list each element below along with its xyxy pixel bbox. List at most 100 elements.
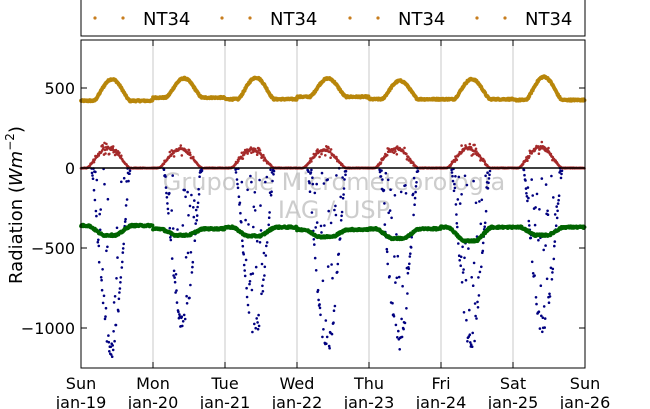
series-2-point [128, 172, 131, 175]
series-1-point [530, 152, 533, 155]
series-1-point [537, 152, 541, 155]
series-2-point [339, 219, 343, 222]
series-2-point [167, 212, 170, 215]
series-1-point [483, 160, 487, 163]
series-1-point [460, 144, 463, 147]
series-1-point [172, 155, 176, 158]
series-2-point [190, 271, 194, 274]
series-2-point [124, 217, 127, 221]
series-2-point [559, 176, 563, 180]
series-2-point [553, 244, 556, 248]
x-tick-label-day: Mon [136, 374, 170, 393]
x-tick-label-day: Sat [500, 374, 526, 393]
series-2-point [188, 204, 192, 208]
series-2-point [538, 327, 542, 330]
series-2-point [116, 256, 119, 259]
series-2-point [551, 267, 555, 271]
series-2-point [334, 204, 337, 208]
series-2-point [384, 171, 388, 175]
series-2-point [311, 182, 315, 186]
series-2-point [530, 260, 534, 264]
series-2-point [256, 321, 259, 324]
series-2-point [540, 314, 543, 318]
series-2-point [383, 202, 386, 205]
series-2-point [458, 259, 462, 262]
series-2-point [385, 250, 389, 254]
series-2-point [380, 169, 383, 172]
series-1-point [528, 154, 531, 158]
series-1-point [547, 146, 550, 150]
legend-marker [220, 16, 224, 20]
series-2-point [242, 252, 245, 256]
series-2-point [525, 195, 529, 198]
series-2-point [474, 201, 478, 205]
series-2-point [454, 175, 457, 178]
series-2-point [115, 277, 118, 280]
series-2-point [476, 300, 479, 304]
series-2-point [463, 174, 467, 178]
series-2-point [315, 182, 319, 186]
series-2-point [195, 219, 198, 222]
series-2-point [535, 192, 539, 196]
series-2-point [272, 173, 275, 176]
series-1-point [120, 154, 123, 157]
series-2-point [188, 296, 191, 300]
series-1-point [396, 145, 399, 148]
series-2-point [458, 202, 462, 205]
series-2-point [95, 178, 99, 182]
series-2-point [257, 313, 260, 317]
series-2-point [244, 218, 247, 222]
series-2-point [117, 309, 120, 313]
series-2-point [261, 284, 264, 288]
series-2-point [538, 208, 541, 211]
series-2-point [259, 204, 262, 207]
series-0 [79, 74, 587, 104]
series-2-point [108, 350, 111, 353]
series-2-point [270, 190, 273, 193]
series-2-point [533, 223, 537, 227]
series-2-point [182, 313, 186, 317]
series-2-point [101, 268, 104, 271]
series-2-point [247, 311, 251, 314]
series-2-point [185, 294, 188, 298]
series-2-point [191, 260, 195, 264]
series-2-point [184, 195, 187, 199]
y-axis-label-close: ) [6, 126, 27, 133]
series-1-point [187, 148, 191, 152]
series-2-point [404, 184, 407, 187]
series-2-point [185, 302, 189, 305]
x-tick-label-date: jan-23 [343, 393, 395, 409]
series-1-point [385, 153, 389, 157]
series-2-point [341, 176, 344, 179]
series-2-point [452, 189, 456, 193]
series-1-point [537, 145, 540, 148]
series-2-point [234, 171, 238, 174]
series-2-point [393, 194, 397, 197]
series-2-point [550, 278, 554, 281]
series-2-point [252, 225, 255, 229]
series-2-point [252, 205, 256, 209]
series-2-point [411, 192, 415, 196]
series-2-point [543, 317, 547, 320]
series-2-point [322, 328, 325, 331]
series-2-point [94, 170, 97, 174]
series-2-point [472, 179, 475, 183]
series-2-point [455, 213, 458, 216]
series-2-point [95, 214, 98, 218]
series-2-point [382, 188, 386, 192]
series-2-point [487, 181, 490, 185]
series-2-point [465, 318, 468, 322]
series-2-point [127, 179, 130, 183]
series-2-point [457, 175, 461, 179]
x-tick-label-date: jan-20 [127, 393, 179, 409]
series-2-point [173, 276, 176, 279]
series-2-point [178, 313, 181, 316]
series-1-point [237, 159, 240, 163]
series-2-point [173, 280, 177, 284]
series-2-point [318, 303, 321, 306]
series-2-point [103, 317, 107, 321]
series-2-point [172, 269, 176, 273]
series-2-point [186, 190, 189, 194]
series-2-point [468, 308, 471, 312]
